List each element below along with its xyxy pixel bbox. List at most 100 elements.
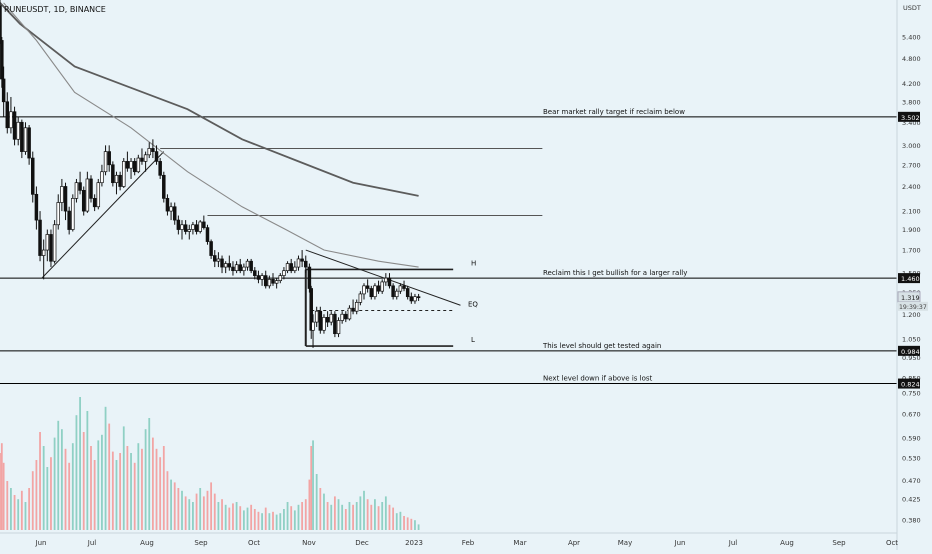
candle (38, 211, 42, 262)
candle-body (376, 285, 381, 292)
countdown-timer: 19:39:37 (899, 304, 927, 311)
candle (223, 261, 228, 274)
candles (0, 0, 421, 348)
volume-bar (151, 437, 154, 530)
volume-bar (310, 446, 313, 530)
time-tick-label: Oct (886, 539, 898, 547)
ma-long (0, 2, 419, 197)
price-badge: 0.824 (898, 378, 920, 389)
candle-body (151, 148, 155, 152)
volume-bar (126, 446, 129, 530)
candle (416, 293, 421, 301)
price-tick-label: 4.800 (902, 55, 921, 63)
candle (373, 283, 377, 300)
volume-bar (133, 462, 136, 530)
candle (216, 252, 221, 268)
level-annotations: Bear market rally target if reclaim belo… (542, 108, 687, 383)
volume-bar (6, 481, 9, 530)
price-tick-label: 0.850 (902, 374, 921, 382)
volume-bar (279, 513, 282, 530)
candle-body (309, 288, 313, 331)
candle-body (384, 277, 388, 283)
candle-body (405, 288, 410, 298)
candle (92, 194, 97, 212)
candle-body (380, 281, 384, 292)
candle (304, 255, 308, 274)
candle (20, 119, 24, 159)
candle-body (358, 293, 363, 303)
volume-bar (264, 507, 267, 530)
volume-bar (275, 514, 278, 530)
candle (220, 255, 224, 274)
candle-body (300, 258, 304, 262)
volume-bar (330, 504, 333, 530)
volume-bar (319, 488, 322, 530)
volume-bar (144, 429, 147, 530)
candle-body (391, 285, 395, 298)
candle (365, 279, 370, 293)
volume-bar (17, 499, 20, 530)
volume-bar (137, 443, 140, 530)
time-tick-label: Feb (462, 539, 475, 547)
candle-body (78, 182, 82, 191)
candle (151, 139, 155, 159)
candle-body (395, 290, 399, 298)
volume-bar (35, 460, 38, 530)
time-axis: Jun Jul Aug Sep Oct Nov Dec 2023 Feb Mar Apr May Jun… (0, 532, 898, 547)
volume-bar (13, 495, 16, 530)
volume-bar (370, 504, 373, 530)
volume-bar (232, 503, 234, 530)
candle-body (263, 275, 268, 287)
candle (267, 275, 272, 289)
candle (107, 145, 111, 172)
candle (296, 255, 301, 271)
candle-body (354, 302, 359, 312)
volume-bar (166, 471, 169, 530)
volume-bar (352, 504, 354, 530)
horizontal-levels (0, 116, 897, 385)
candle (129, 158, 133, 179)
candle (154, 145, 159, 165)
price-tick-label: 2.400 (902, 183, 921, 191)
volume-bar (283, 509, 285, 530)
candle-body (344, 313, 348, 320)
volume-bar (235, 502, 238, 530)
volume-bar (381, 502, 384, 530)
candle-body (63, 186, 68, 212)
candle-body (398, 285, 403, 292)
candle-body (314, 310, 319, 323)
volume-bar (79, 397, 81, 530)
candle-body (34, 193, 39, 221)
candle (132, 158, 137, 176)
price-badge-label: 1.460 (901, 275, 920, 283)
candle-body (60, 186, 64, 203)
candle (395, 288, 399, 300)
candle-body (74, 182, 79, 199)
volume-bar (210, 482, 213, 530)
candle (358, 291, 363, 306)
candle (213, 250, 217, 268)
candle-body (234, 264, 239, 272)
candle (387, 273, 392, 289)
candle-body (322, 317, 326, 331)
candle-body (49, 234, 53, 262)
volume-bar (359, 496, 362, 530)
volume-bar (297, 504, 300, 530)
candle-body (85, 178, 90, 212)
candle (209, 239, 213, 259)
candle (398, 283, 403, 294)
candle (300, 250, 304, 268)
candle-body (67, 210, 71, 230)
volume-bar (286, 502, 289, 530)
price-tick-label: 5.400 (902, 33, 921, 41)
candle (402, 280, 406, 292)
volume-bar (213, 493, 216, 530)
volume-bar (50, 457, 52, 530)
candle (242, 263, 246, 276)
candle (0, 0, 2, 44)
candle-body (125, 161, 130, 169)
candle-body (81, 190, 86, 212)
price-badge-box (898, 111, 920, 122)
candle (180, 220, 184, 240)
